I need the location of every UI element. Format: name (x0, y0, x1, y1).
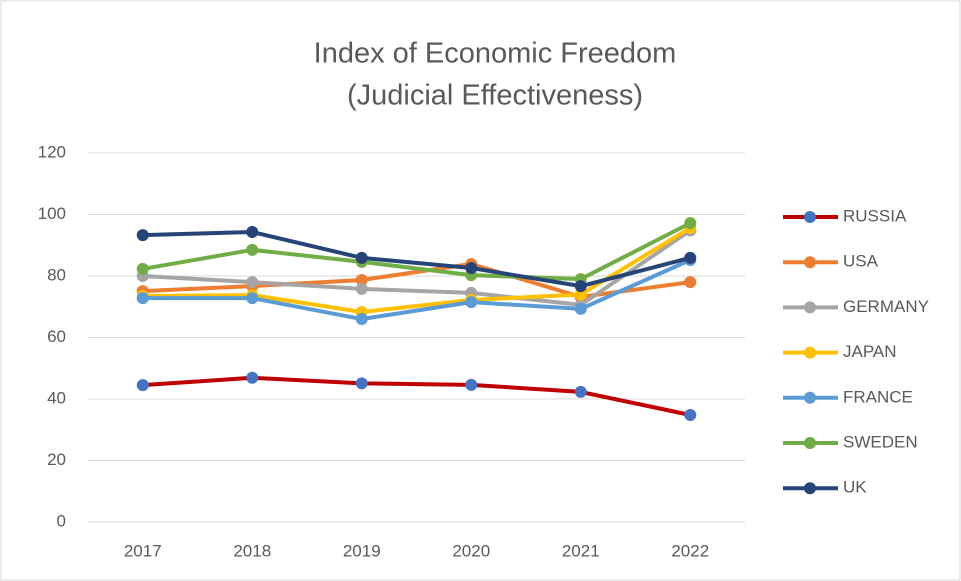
x-tick-label: 2021 (562, 541, 600, 560)
legend-marker (804, 346, 816, 359)
data-point (684, 217, 697, 230)
series-line (142, 221, 692, 282)
y-tick-label: 80 (47, 265, 66, 284)
series-line (142, 258, 692, 322)
legend-marker (804, 301, 816, 314)
data-point (684, 251, 697, 264)
data-point (684, 276, 697, 289)
data-point (246, 292, 259, 305)
data-point (136, 379, 149, 392)
x-tick-label: 2020 (452, 541, 490, 560)
data-point (574, 288, 587, 301)
legend-label: JAPAN (843, 342, 897, 361)
x-tick-label: 2018 (233, 541, 271, 560)
data-point (574, 280, 587, 293)
legend-marker (804, 211, 816, 223)
series-line (142, 228, 692, 307)
y-tick-label: 20 (47, 450, 66, 469)
data-point (246, 226, 259, 239)
y-tick-label: 100 (38, 204, 66, 223)
legend-marker (804, 482, 816, 495)
legend-label: SWEDEN (843, 432, 918, 451)
series-line (142, 230, 691, 289)
y-tick-label: 40 (47, 388, 66, 407)
data-point (136, 262, 149, 275)
x-tick-label: 2019 (343, 541, 381, 560)
data-point (684, 408, 697, 421)
data-point (246, 243, 259, 256)
x-tick-label: 2017 (124, 541, 162, 560)
data-point (465, 378, 478, 391)
y-tick-label: 120 (38, 142, 66, 161)
data-point (355, 282, 368, 295)
legend-label: RUSSIA (843, 206, 907, 225)
legend-label: UK (843, 478, 867, 497)
data-point (574, 385, 587, 398)
data-point (246, 276, 259, 289)
x-tick-label: 2022 (671, 541, 709, 560)
data-point (465, 296, 478, 309)
data-point (355, 273, 368, 286)
y-tick-label: 0 (57, 511, 66, 530)
legend-marker (804, 391, 816, 404)
data-point (355, 377, 368, 390)
data-point (246, 371, 259, 384)
legend-label: USA (843, 252, 879, 271)
data-point (136, 292, 149, 305)
data-point (355, 313, 368, 326)
legend-label: GERMANY (843, 297, 929, 316)
legend-marker (804, 437, 816, 449)
data-point (355, 251, 368, 264)
series-line (142, 375, 691, 417)
legend-marker (804, 256, 816, 269)
chart-title: Index of Economic Freedom (314, 38, 677, 70)
data-point (574, 302, 587, 315)
legend-label: FRANCE (843, 387, 913, 406)
y-tick-label: 60 (47, 327, 66, 346)
data-point (136, 229, 149, 242)
chart-subtitle: (Judicial Effectiveness) (347, 80, 643, 112)
data-point (465, 262, 478, 275)
